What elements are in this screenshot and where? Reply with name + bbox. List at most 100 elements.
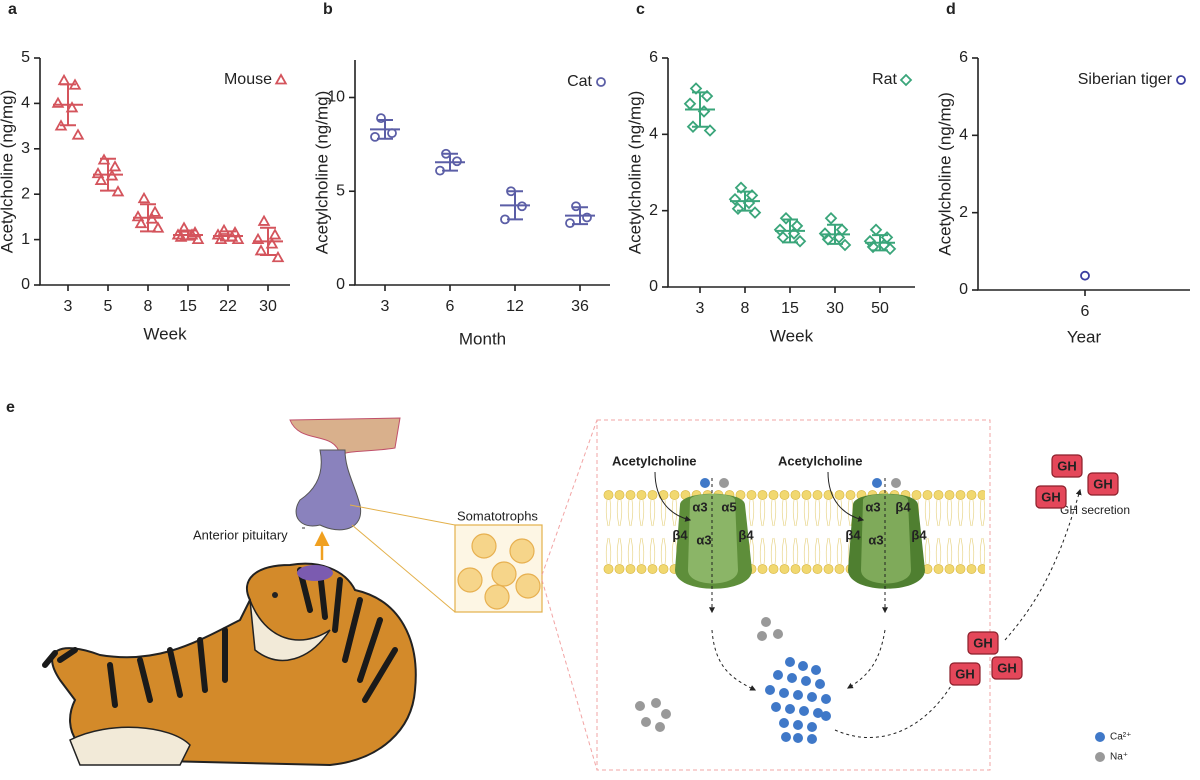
label: Acetylcholine bbox=[612, 453, 697, 468]
arrows bbox=[709, 478, 1082, 738]
gh-box bbox=[967, 631, 999, 655]
point bbox=[734, 181, 748, 195]
point bbox=[683, 97, 697, 111]
subunit: β4 bbox=[845, 527, 861, 542]
point bbox=[731, 202, 745, 216]
y-tick-label: 10 bbox=[327, 89, 345, 106]
point bbox=[686, 120, 700, 133]
legend-marker bbox=[1095, 732, 1105, 742]
point bbox=[824, 212, 838, 225]
point bbox=[257, 214, 271, 226]
tiger-illustration bbox=[42, 562, 417, 767]
point bbox=[818, 227, 832, 240]
point bbox=[271, 250, 285, 263]
receptor bbox=[675, 493, 752, 589]
x-axis-label: Week bbox=[770, 326, 814, 345]
y-tick-label: 6 bbox=[959, 49, 968, 66]
point bbox=[1176, 75, 1186, 85]
legend-label: Mouse bbox=[224, 71, 272, 88]
error-bar bbox=[220, 230, 236, 242]
point bbox=[793, 234, 807, 248]
point bbox=[265, 237, 279, 249]
axis bbox=[39, 58, 290, 286]
y-tick-label: 4 bbox=[649, 126, 658, 143]
point bbox=[1080, 270, 1090, 281]
y-axis-label: Acetylcholine (ng/mg) bbox=[0, 90, 16, 253]
gh-label: GH bbox=[973, 635, 993, 650]
point bbox=[883, 242, 897, 256]
point bbox=[779, 212, 793, 225]
ca-ion-cluster bbox=[765, 657, 831, 744]
point bbox=[748, 206, 762, 219]
gh-label: GH bbox=[997, 660, 1017, 675]
x-axis-label: Month bbox=[459, 329, 506, 348]
ca-ion bbox=[872, 478, 882, 488]
error-bar bbox=[827, 223, 843, 245]
point bbox=[137, 191, 151, 204]
point bbox=[268, 228, 282, 240]
point bbox=[596, 77, 606, 87]
error-bar bbox=[737, 190, 753, 212]
error-bar bbox=[377, 119, 393, 140]
gh-box bbox=[991, 656, 1023, 680]
gh-box bbox=[1087, 472, 1119, 496]
subunit: α3 bbox=[696, 532, 711, 547]
arrow bbox=[654, 471, 692, 522]
point bbox=[65, 101, 79, 113]
point bbox=[689, 82, 703, 95]
gh-label: GH bbox=[1093, 476, 1113, 491]
x-tick-label: 15 bbox=[781, 300, 799, 317]
connector bbox=[349, 504, 456, 526]
error-bar bbox=[782, 218, 798, 244]
subunit: β4 bbox=[911, 527, 927, 542]
point bbox=[214, 232, 228, 244]
y-tick-label: 0 bbox=[21, 276, 30, 293]
arrow bbox=[827, 471, 865, 522]
x-axis-label: Week bbox=[143, 324, 187, 343]
x-tick-label: 3 bbox=[696, 300, 705, 317]
axis bbox=[977, 58, 1190, 291]
y-axis-label: Acetylcholine (ng/mg) bbox=[625, 91, 644, 254]
x-tick-label: 30 bbox=[259, 298, 277, 315]
gh-box bbox=[1051, 454, 1083, 478]
y-tick-label: 2 bbox=[21, 185, 30, 202]
legend-label: Siberian tiger bbox=[1078, 71, 1173, 88]
gh-group: GH GH GH GH GH GH bbox=[949, 454, 1119, 686]
gh-label: GH bbox=[955, 666, 975, 681]
point bbox=[174, 230, 188, 242]
point bbox=[71, 128, 85, 140]
x-axis-label: Year bbox=[1067, 327, 1102, 346]
point bbox=[217, 223, 231, 235]
point bbox=[370, 131, 380, 142]
point bbox=[869, 223, 883, 237]
y-axis-label: Acetylcholine (ng/mg) bbox=[312, 91, 331, 254]
point bbox=[134, 216, 148, 229]
membrane bbox=[603, 490, 985, 574]
subunit: α3 bbox=[868, 532, 883, 547]
gh-label: GH bbox=[1057, 458, 1077, 473]
subunit: α3 bbox=[865, 499, 880, 514]
y-tick-label: 0 bbox=[959, 281, 968, 298]
subunit: β4 bbox=[672, 527, 688, 542]
legend-label: Na⁺ bbox=[1110, 752, 1128, 763]
label: GH secretion bbox=[1060, 503, 1130, 517]
y-axis-label: Acetylcholine (ng/mg) bbox=[935, 92, 954, 255]
x-tick-label: 8 bbox=[144, 298, 153, 315]
legend-label: Ca²⁺ bbox=[1110, 732, 1131, 743]
error-bar bbox=[180, 229, 196, 241]
pituitary bbox=[295, 449, 362, 531]
connector bbox=[541, 419, 598, 576]
x-tick-label: 22 bbox=[219, 298, 237, 315]
error-bar bbox=[572, 206, 588, 226]
panel-label: a bbox=[8, 1, 17, 18]
subunit: β4 bbox=[738, 527, 754, 542]
x-tick-label: 6 bbox=[1081, 303, 1090, 320]
point bbox=[91, 166, 105, 179]
y-tick-label: 1 bbox=[21, 231, 30, 248]
point bbox=[251, 232, 265, 244]
point bbox=[863, 234, 877, 248]
legend-label: Rat bbox=[872, 71, 897, 88]
na-ion bbox=[719, 478, 729, 488]
gh-label: GH bbox=[1041, 489, 1061, 504]
y-tick-label: 3 bbox=[21, 140, 30, 157]
